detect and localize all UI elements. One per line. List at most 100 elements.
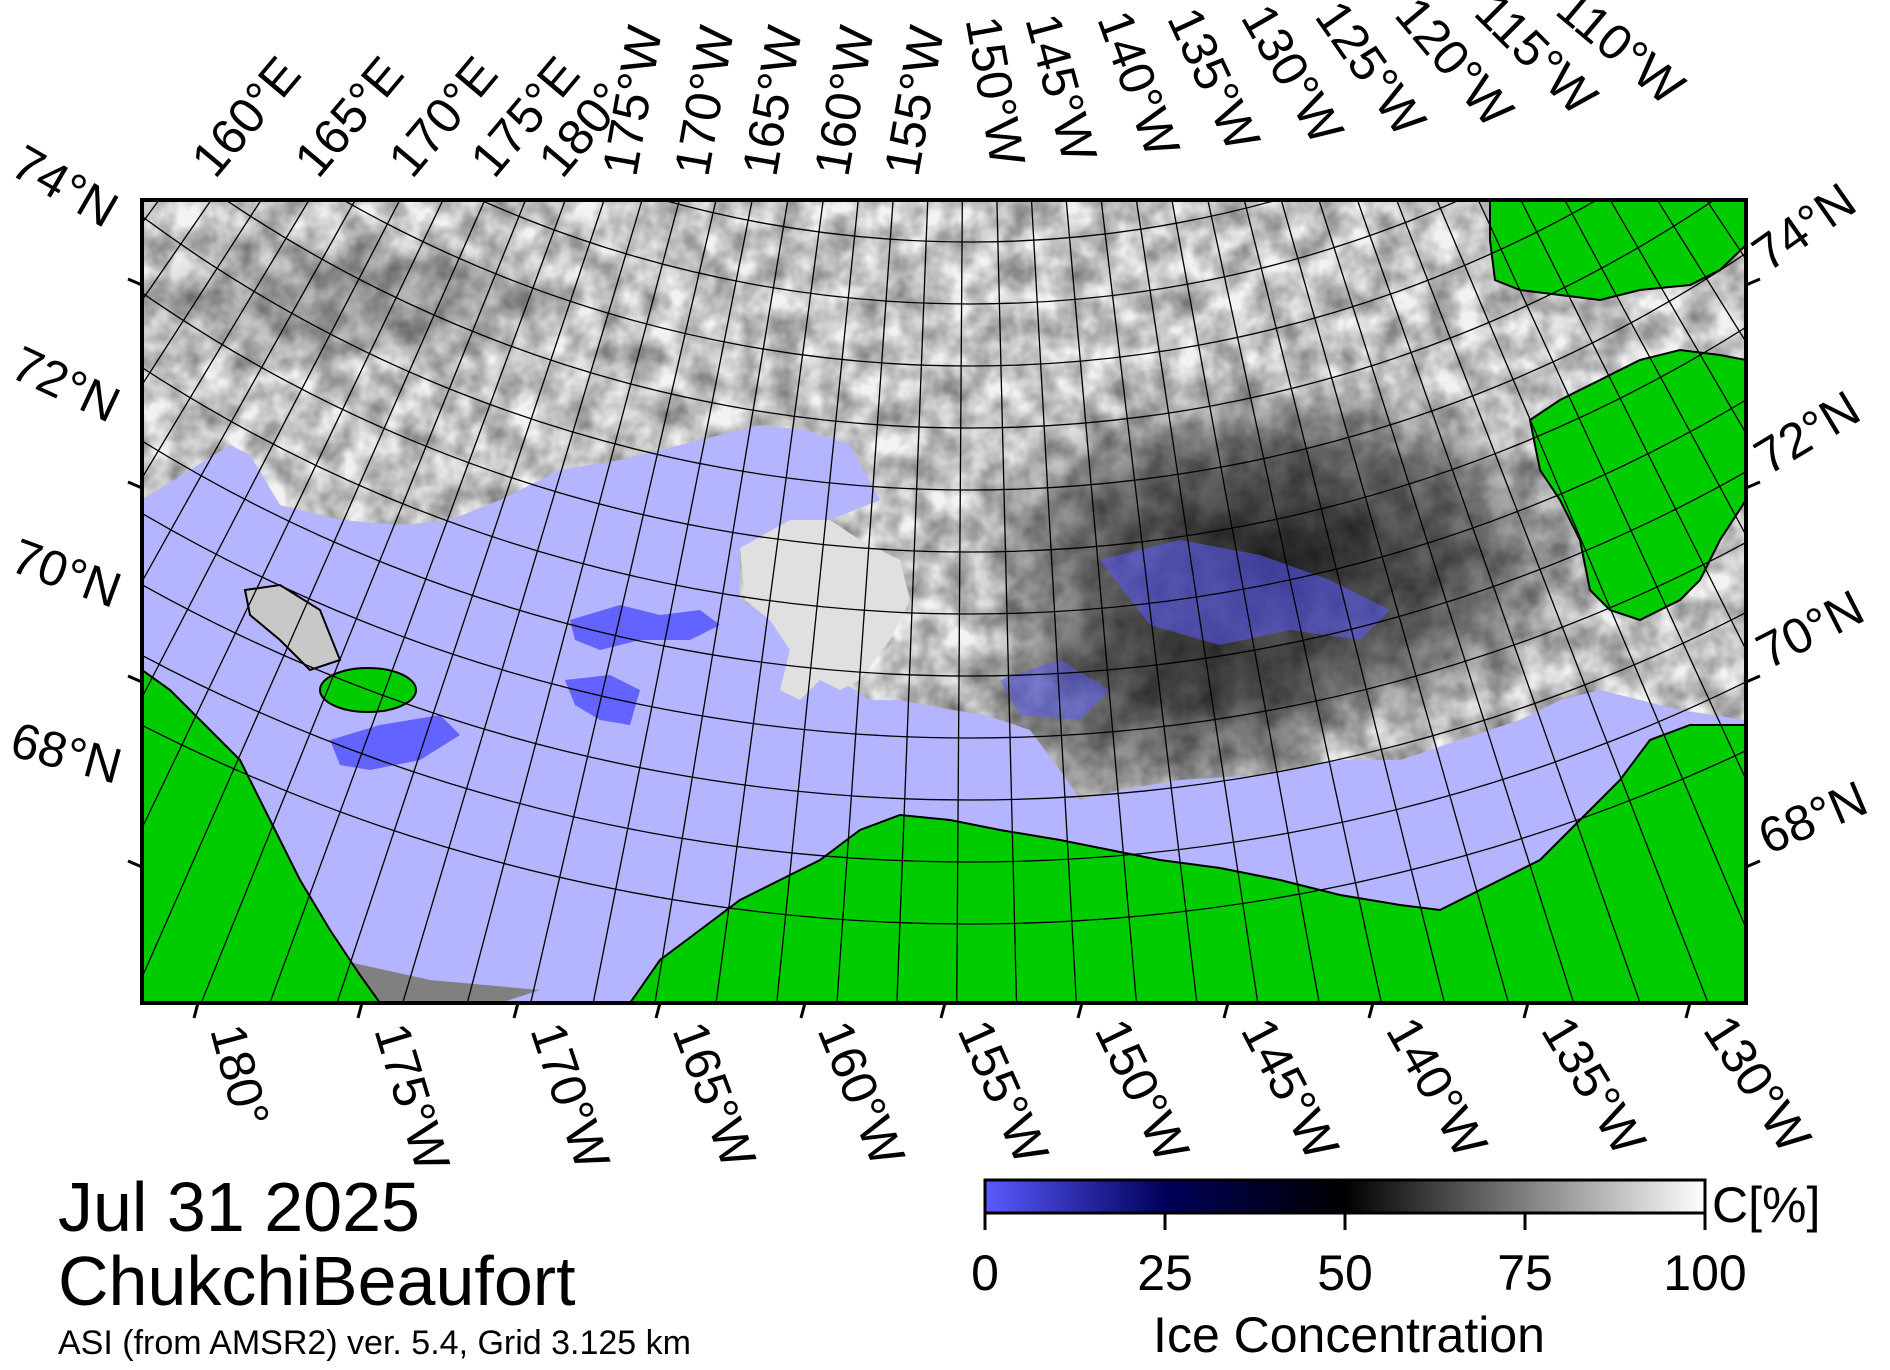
meridian-line <box>466 200 681 1003</box>
latitude-circle <box>142 439 1746 677</box>
bottom-lon-label: 175°W <box>363 1017 460 1178</box>
right-lat-label: 68°N <box>1750 770 1875 865</box>
meridian-line <box>896 200 929 1003</box>
meridian-line <box>142 200 310 480</box>
colorbar-title: Ice Concentration <box>1153 1307 1545 1363</box>
left-lat-label: 72°N <box>3 335 128 433</box>
meridian-line <box>200 200 527 1003</box>
region-title: ChukchiBeaufort <box>58 1242 576 1320</box>
date-title: Jul 31 2025 <box>58 1168 420 1246</box>
latitude-circle <box>142 653 1746 863</box>
colorbar-ticks <box>983 1213 1707 1230</box>
left-lat-label: 74°N <box>3 134 128 238</box>
top-lon-label: 160°E <box>181 46 312 187</box>
meridian-line <box>1395 200 1709 1003</box>
meridian-line <box>1564 200 1746 537</box>
top-lon-label: 175°W <box>592 21 673 180</box>
bottom-lon-label: 165°W <box>662 1014 767 1175</box>
latitude-circle <box>142 583 1746 801</box>
low-ice-patch <box>570 605 720 650</box>
meridian-line <box>1356 200 1641 1003</box>
meridian-line <box>1477 200 1746 781</box>
colorbar <box>983 1178 1707 1215</box>
top-lon-label: 155°W <box>874 21 955 180</box>
meridian-line <box>142 200 356 583</box>
latitude-circle <box>142 366 1746 615</box>
right-lat-label: 72°N <box>1745 380 1870 486</box>
meridian-line <box>269 200 566 1003</box>
meridian-line <box>996 200 1018 1003</box>
meridian-line <box>142 200 444 830</box>
colorbar-tick-label: 25 <box>1137 1245 1193 1301</box>
colorbar-tick-label: 50 <box>1317 1245 1373 1301</box>
low-ice-patch <box>565 675 640 725</box>
right-latitude-labels: 74°N 72°N 70°N 68°N <box>1742 172 1875 865</box>
land-banks-island <box>1528 348 1746 622</box>
meridian-line <box>1318 200 1575 1003</box>
latitude-circle <box>142 724 1746 925</box>
bottom-lon-label: 140°W <box>1375 1008 1498 1167</box>
colorbar-tick-label: 0 <box>971 1245 999 1301</box>
meridian-line <box>1243 200 1446 1003</box>
very-low-ice-patch <box>1100 540 1390 645</box>
meridian-line <box>1065 200 1138 1003</box>
graticule <box>142 200 1746 1003</box>
frame-ticks <box>127 277 1761 1019</box>
meridian-line <box>142 200 486 979</box>
meridian-line <box>1171 200 1320 1003</box>
meridian-line <box>1135 200 1259 1003</box>
meridian-line <box>1520 200 1746 652</box>
colorbar-tick-label: 100 <box>1663 1245 1746 1301</box>
right-lat-label: 74°N <box>1742 172 1866 282</box>
meridian-line <box>1100 200 1198 1003</box>
meridian-line <box>715 200 824 1003</box>
land-arctic-islands <box>1489 200 1746 302</box>
land-chukotka <box>142 668 382 1003</box>
bottom-longitude-labels: 180° 175°W 170°W 165°W 160°W 155°W 150°W 145°W 1… <box>199 1005 1822 1178</box>
top-lon-label: 160°W <box>804 21 885 180</box>
top-lon-label: 170°W <box>664 21 745 180</box>
bottom-lon-label: 145°W <box>1230 1009 1350 1169</box>
right-lat-label: 70°N <box>1748 579 1873 680</box>
latitude-circle <box>142 512 1746 739</box>
bottom-lon-label: 135°W <box>1531 1007 1657 1166</box>
left-latitude-labels: 74°N 72°N 70°N 68°N <box>3 134 129 795</box>
latitude-circle <box>142 215 1746 491</box>
bottom-lon-label: 180° <box>199 1018 280 1132</box>
low-concentration-ice-zone <box>142 230 600 370</box>
meridian-line <box>142 200 401 699</box>
colorbar-tick-labels: 0 25 50 75 100 <box>971 1245 1747 1301</box>
meridian-line <box>529 200 717 1003</box>
low-concentration-ice-zone <box>940 590 1380 810</box>
land-alaska <box>628 724 1746 1003</box>
low-ice-patch <box>330 715 460 770</box>
left-lat-label: 70°N <box>4 528 128 619</box>
bottom-lon-label: 150°W <box>1084 1010 1200 1171</box>
bottom-lon-label: 170°W <box>520 1016 621 1177</box>
meridian-line <box>402 200 643 1003</box>
bottom-lon-label: 155°W <box>947 1012 1060 1173</box>
top-lon-label: 165°W <box>732 21 813 180</box>
meridian-line <box>1280 200 1510 1003</box>
meridian-line <box>776 200 859 1003</box>
latitude-circle <box>342 200 1598 367</box>
meridian-line <box>336 200 605 1003</box>
source-caption: ASI (from AMSR2) ver. 5.4, Grid 3.125 km <box>58 1324 691 1362</box>
latitude-circle <box>142 291 1746 553</box>
bottom-lon-label: 160°W <box>807 1013 916 1174</box>
bottom-lon-label: 130°W <box>1693 1005 1822 1162</box>
meridian-line <box>1030 200 1078 1003</box>
left-lat-label: 68°N <box>5 712 127 795</box>
open-water <box>142 425 1746 1003</box>
latitude-circle <box>661 200 1279 243</box>
colorbar-tick-label: 75 <box>1497 1245 1553 1301</box>
meridian-line <box>836 200 894 1003</box>
meridian-line <box>956 200 963 1003</box>
latitude-circle <box>225 200 1715 429</box>
meridian-line <box>1207 200 1383 1003</box>
meridian-line <box>592 200 753 1003</box>
top-longitude-labels: 160°E165°E170°E175°E180°175°W170°W165°W1… <box>181 0 1696 187</box>
missing-data <box>340 960 540 1003</box>
colorbar-unit: C[%] <box>1712 1177 1820 1233</box>
